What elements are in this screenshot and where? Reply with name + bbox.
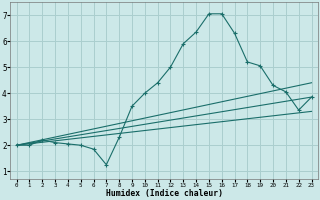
X-axis label: Humidex (Indice chaleur): Humidex (Indice chaleur) bbox=[106, 189, 222, 198]
